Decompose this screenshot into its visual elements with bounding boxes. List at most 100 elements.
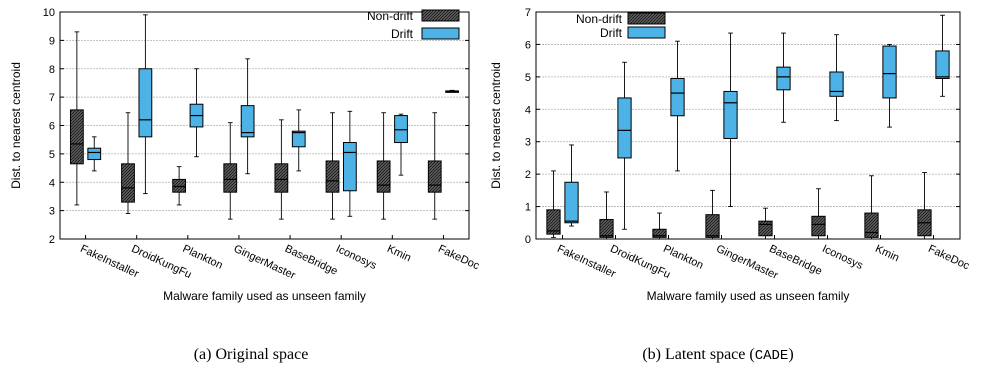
x-tick-label-fakeinstaller: FakeInstaller (555, 243, 617, 281)
box-body (829, 71, 844, 97)
box-drift-plankton (189, 68, 204, 158)
box-non-drift-plankton (652, 212, 667, 240)
box-drift-fakedoc (935, 14, 950, 97)
y-tick-label: 4 (525, 104, 531, 116)
box-body (376, 160, 391, 193)
box-body (240, 105, 255, 138)
box-body (882, 45, 897, 99)
legend-swatch-drift (421, 27, 460, 40)
y-tick-label: 4 (49, 177, 55, 189)
box-body (864, 212, 879, 238)
y-tick-label: 7 (525, 7, 531, 19)
box-body (342, 142, 357, 192)
y-tick-label: 3 (49, 206, 55, 218)
box-body (394, 115, 408, 144)
y-tick-label: 2 (525, 169, 531, 181)
box-non-drift-gingermaster (223, 122, 238, 220)
box-drift-basebridge (291, 109, 306, 172)
y-tick-label: 6 (525, 39, 531, 51)
box-body (723, 90, 738, 139)
box-drift-gingermaster (723, 32, 738, 208)
box-drift-fakeinstaller (564, 144, 579, 227)
box-non-drift-plankton (172, 166, 187, 206)
box-non-drift-droidkungfu (599, 191, 614, 240)
box-body (564, 181, 579, 224)
box-drift-droidkungfu (138, 14, 153, 195)
x-tick-label-droidkungfu: DroidKungFu (608, 243, 672, 281)
box-non-drift-fakeinstaller (69, 31, 84, 206)
y-tick-label: 9 (49, 35, 55, 47)
box-body (652, 228, 667, 238)
box-body (935, 50, 950, 79)
y-tick-label: 2 (49, 234, 55, 246)
box-drift-fakeinstaller (87, 136, 102, 172)
y-tick-label: 7 (49, 92, 55, 104)
x-axis-label: Malware family used as unseen family (647, 289, 850, 303)
box-drift-plankton (670, 40, 685, 172)
box-body (325, 160, 340, 193)
box-drift-kmin (394, 113, 408, 176)
box-body (427, 160, 442, 193)
box-drift-basebridge (776, 32, 791, 123)
legend: Non-drift Drift (576, 12, 666, 40)
box-body (776, 66, 791, 91)
box-body (172, 178, 187, 193)
box-body (546, 209, 561, 235)
box-non-drift-basebridge (274, 119, 289, 220)
box-non-drift-basebridge (758, 207, 773, 240)
box-non-drift-iconosys (325, 112, 340, 220)
legend-swatch-non-drift (421, 9, 460, 22)
y-tick-label: 10 (43, 7, 55, 19)
box-drift-kmin (882, 43, 897, 128)
box-body (811, 215, 826, 237)
box-body (274, 163, 289, 193)
box-body (69, 109, 84, 165)
y-tick-label: 1 (525, 202, 531, 214)
box-body (758, 220, 773, 237)
box-non-drift-fakedoc (917, 172, 932, 240)
box-body (291, 130, 306, 148)
box-body (705, 214, 720, 238)
y-axis-label: Dist. to nearest centroid (9, 62, 23, 189)
legend-label-drift: Drift (391, 27, 414, 41)
box-body (599, 219, 614, 238)
box-non-drift-kmin (864, 175, 879, 240)
legend-swatch-non-drift (627, 12, 666, 25)
box-body (138, 68, 153, 138)
y-axis-label: Dist. to nearest centroid (489, 62, 503, 189)
legend-label-drift: Drift (600, 26, 623, 40)
y-tick-label: 5 (49, 149, 55, 161)
box-body (121, 163, 135, 203)
y-tick-label: 0 (525, 234, 531, 246)
box-drift-iconosys (342, 110, 357, 217)
x-tick-label-iconosys: Iconosys (334, 243, 379, 272)
box-body (87, 147, 102, 161)
box-body (223, 163, 238, 193)
legend-label-non-drift: Non-drift (576, 12, 623, 26)
caption: (b) Latent space (CADE) (642, 346, 793, 364)
box-drift-iconosys (829, 34, 844, 122)
legend-swatch-drift (627, 26, 666, 39)
box-drift-droidkungfu (617, 61, 632, 230)
box-non-drift-kmin (376, 112, 391, 220)
box-drift-fakedoc (445, 89, 460, 93)
x-tick-label-iconosys: Iconosys (820, 243, 865, 272)
caption: (a) Original space (194, 346, 309, 363)
plot-frame (535, 11, 961, 240)
box-body (617, 97, 632, 159)
box-drift-gingermaster (240, 58, 255, 175)
y-tick-label: 5 (525, 72, 531, 84)
x-tick-label-kmin: Kmin (385, 243, 413, 264)
x-axis-label: Malware family used as unseen family (163, 289, 366, 303)
x-tick-label-fakedoc: FakeDoc (436, 243, 481, 273)
box-non-drift-fakedoc (427, 112, 442, 220)
box-non-drift-droidkungfu (121, 112, 135, 214)
y-tick-label: 3 (525, 137, 531, 149)
legend: Non-drift Drift (367, 9, 460, 41)
box-non-drift-gingermaster (705, 189, 720, 240)
x-tick-label-fakedoc: FakeDoc (926, 243, 971, 273)
box-non-drift-fakeinstaller (546, 170, 561, 238)
